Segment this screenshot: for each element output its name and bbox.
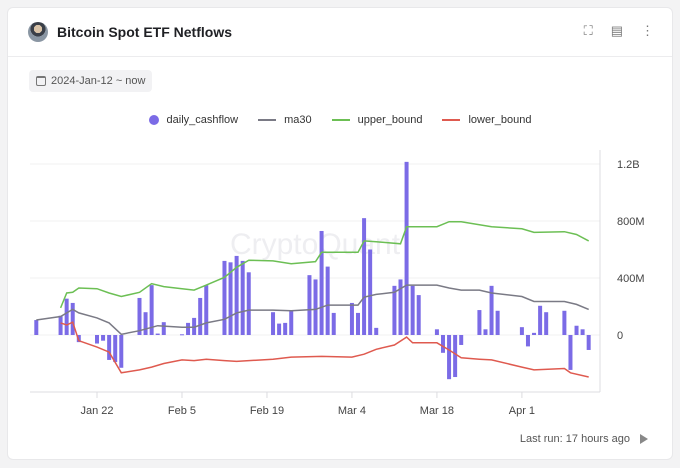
date-range-picker[interactable]: 2024-Jan-12 ~ now xyxy=(29,70,153,92)
bar-daily-cashflow xyxy=(271,312,276,335)
y-tick-label: 800M xyxy=(617,216,645,228)
more-vertical-icon[interactable]: ⋮ xyxy=(641,23,654,38)
x-tick-label: Feb 5 xyxy=(168,405,196,417)
bar-daily-cashflow xyxy=(283,322,288,335)
bar-daily-cashflow xyxy=(532,332,537,335)
bar-daily-cashflow xyxy=(459,335,464,345)
code-console-icon[interactable]: ▤ xyxy=(610,23,623,38)
bar-daily-cashflow xyxy=(64,298,69,335)
bar-daily-cashflow xyxy=(95,335,99,344)
card-header: Bitcoin Spot ETF Netflows ⛶ ▤ ⋮ xyxy=(8,8,672,57)
bar-daily-cashflow xyxy=(495,310,500,335)
bar-daily-cashflow xyxy=(313,279,318,335)
last-run-text: Last run: 17 hours ago xyxy=(519,433,630,445)
bar-daily-cashflow xyxy=(356,312,361,335)
line-ma30 xyxy=(36,284,589,336)
chart-card: Bitcoin Spot ETF Netflows ⛶ ▤ ⋮ 2024-Jan… xyxy=(7,7,673,460)
bar-daily-cashflow xyxy=(101,335,106,341)
bar-daily-cashflow xyxy=(568,335,573,370)
bar-daily-cashflow xyxy=(404,161,409,335)
y-tick-label: 400M xyxy=(617,273,645,285)
x-tick-label: Mar 4 xyxy=(338,405,366,417)
bar-daily-cashflow xyxy=(277,323,282,335)
legend-upper-bound[interactable]: upper_bound xyxy=(331,114,423,126)
bar-daily-cashflow xyxy=(198,297,203,335)
bar-daily-cashflow xyxy=(538,305,543,335)
bar-daily-cashflow xyxy=(374,327,379,335)
bar-daily-cashflow xyxy=(325,266,330,335)
legend-label: ma30 xyxy=(284,114,312,126)
bar-daily-cashflow xyxy=(525,335,530,347)
bar-daily-cashflow xyxy=(119,335,124,368)
bar-daily-cashflow xyxy=(574,325,579,335)
bar-daily-cashflow xyxy=(489,285,494,335)
bar-daily-cashflow xyxy=(362,218,367,335)
bar-daily-cashflow xyxy=(34,320,39,335)
bar-daily-cashflow xyxy=(440,335,445,353)
bar-daily-cashflow xyxy=(447,335,452,380)
bar-daily-cashflow xyxy=(434,329,439,335)
bar-daily-cashflow xyxy=(368,249,373,335)
run-play-icon[interactable] xyxy=(640,434,648,444)
bar-daily-cashflow xyxy=(416,295,421,335)
bar-daily-cashflow xyxy=(137,297,142,335)
bar-daily-cashflow xyxy=(519,327,524,335)
bar-daily-cashflow xyxy=(149,285,154,335)
y-tick-label: 1.2B xyxy=(617,159,640,171)
bar-daily-cashflow xyxy=(155,333,160,335)
bar-daily-cashflow xyxy=(58,315,63,335)
legend-daily-cashflow[interactable]: daily_cashflow xyxy=(148,114,239,126)
bar-daily-cashflow xyxy=(307,275,312,335)
bar-daily-cashflow xyxy=(143,312,148,335)
chart-title: Bitcoin Spot ETF Netflows xyxy=(57,24,232,40)
bar-daily-cashflow xyxy=(246,272,251,335)
bar-daily-cashflow xyxy=(234,255,239,335)
date-range-label: 2024-Jan-12 ~ now xyxy=(51,75,146,87)
y-tick-label: 0 xyxy=(617,330,623,342)
author-avatar[interactable] xyxy=(28,22,48,42)
bar-daily-cashflow xyxy=(107,335,112,360)
chart-legend: daily_cashflow ma30 upper_bound lower_bo… xyxy=(8,114,672,126)
bar-daily-cashflow xyxy=(331,312,336,335)
bar-daily-cashflow xyxy=(483,329,488,335)
legend-label: upper_bound xyxy=(357,114,423,126)
x-tick-label: Jan 22 xyxy=(80,405,113,417)
bar-daily-cashflow xyxy=(477,310,482,335)
bar-daily-cashflow xyxy=(392,285,397,335)
footer: Last run: 17 hours ago xyxy=(520,433,648,445)
bar-daily-cashflow xyxy=(222,260,227,335)
bar-daily-cashflow xyxy=(580,329,585,335)
watermark: CryptoQuant xyxy=(230,228,401,261)
line-lower-bound xyxy=(60,321,589,378)
bar-daily-cashflow xyxy=(289,310,294,335)
bar-daily-cashflow xyxy=(349,302,354,335)
bar-daily-cashflow xyxy=(161,322,166,335)
legend-label: lower_bound xyxy=(468,114,532,126)
bar-daily-cashflow xyxy=(186,322,191,335)
bar-daily-cashflow xyxy=(544,312,549,335)
bar-daily-cashflow xyxy=(319,230,324,335)
legend-ma30[interactable]: ma30 xyxy=(258,114,312,126)
legend-label: daily_cashflow xyxy=(166,114,239,126)
x-tick-label: Apr 1 xyxy=(509,405,535,417)
bar-daily-cashflow xyxy=(240,260,245,335)
bar-daily-cashflow xyxy=(204,285,209,335)
bar-daily-cashflow xyxy=(113,335,118,363)
bar-daily-cashflow xyxy=(586,335,591,350)
bar-daily-cashflow xyxy=(410,285,415,335)
line-upper-bound xyxy=(59,220,590,309)
fullscreen-icon[interactable]: ⛶ xyxy=(583,23,593,38)
x-tick-label: Mar 18 xyxy=(420,405,454,417)
calendar-icon xyxy=(36,76,46,86)
bar-daily-cashflow xyxy=(179,334,184,336)
bar-daily-cashflow xyxy=(562,310,567,335)
bar-daily-cashflow xyxy=(453,335,458,378)
legend-lower-bound[interactable]: lower_bound xyxy=(442,114,531,126)
bar-daily-cashflow xyxy=(70,302,75,335)
x-tick-label: Feb 19 xyxy=(250,405,284,417)
bar-daily-cashflow xyxy=(398,279,403,335)
bar-daily-cashflow xyxy=(228,262,233,335)
